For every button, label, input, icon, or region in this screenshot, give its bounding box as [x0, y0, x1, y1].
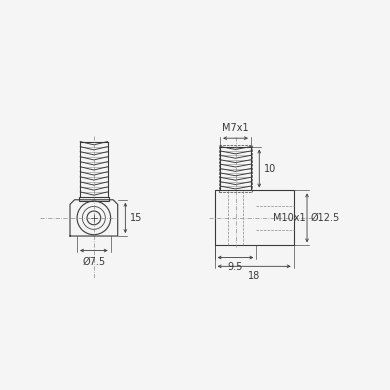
- Text: Ø7.5: Ø7.5: [82, 257, 105, 267]
- Bar: [215, 190, 294, 245]
- Text: 15: 15: [130, 213, 143, 223]
- Text: M10x1: M10x1: [273, 213, 305, 223]
- Bar: [79, 197, 109, 201]
- Text: Ø12.5: Ø12.5: [311, 213, 340, 223]
- Text: 9.5: 9.5: [228, 262, 243, 272]
- Text: 18: 18: [248, 271, 260, 281]
- Bar: [219, 145, 252, 192]
- Text: M7x1: M7x1: [222, 123, 249, 133]
- Text: 10: 10: [264, 163, 276, 174]
